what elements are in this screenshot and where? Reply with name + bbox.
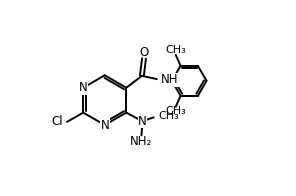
Text: Cl: Cl <box>52 115 63 128</box>
Text: NH₂: NH₂ <box>130 135 152 148</box>
Text: CH₃: CH₃ <box>158 112 179 122</box>
Text: N: N <box>79 81 88 94</box>
Text: N: N <box>100 119 109 132</box>
Text: CH₃: CH₃ <box>165 106 186 116</box>
Text: NH: NH <box>161 73 178 86</box>
Text: CH₃: CH₃ <box>165 45 186 55</box>
Text: N: N <box>138 115 147 128</box>
Text: O: O <box>139 46 149 59</box>
